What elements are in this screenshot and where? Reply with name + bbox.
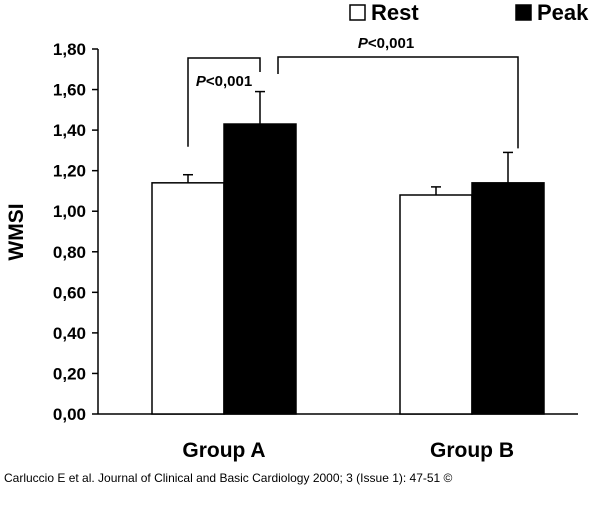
bar-peak-0 bbox=[223, 123, 297, 415]
y-tick-label: 0,80 bbox=[53, 243, 86, 262]
y-tick-label: 0,20 bbox=[53, 364, 86, 383]
y-tick-label: 1,40 bbox=[53, 121, 86, 140]
legend-label-peak: Peak bbox=[537, 0, 589, 25]
p-value-label: P<0,001 bbox=[358, 35, 414, 52]
significance-bracket-group-a bbox=[187, 57, 261, 147]
category-label: Group A bbox=[182, 439, 265, 462]
x-axis-categories: Group A Group B bbox=[182, 439, 514, 462]
legend-swatch-peak bbox=[515, 4, 532, 21]
p-value-label: P<0,001 bbox=[196, 73, 252, 90]
error-bars bbox=[183, 90, 513, 195]
y-tick-label: 1,00 bbox=[53, 202, 86, 221]
y-axis-title: WMSI bbox=[5, 203, 28, 260]
category-label: Group B bbox=[430, 439, 514, 462]
bar-rest-1 bbox=[399, 194, 473, 415]
bars bbox=[151, 123, 545, 415]
bar-rest-0 bbox=[151, 182, 225, 415]
y-tick-label: 0,60 bbox=[53, 283, 86, 302]
y-tick-label: 1,60 bbox=[53, 81, 86, 100]
legend-swatch-rest bbox=[349, 4, 366, 21]
p-symbol: P bbox=[358, 35, 369, 52]
y-tick-label: 1,20 bbox=[53, 162, 86, 181]
y-tick-label: 1,80 bbox=[53, 40, 86, 59]
legend: Rest Peak bbox=[349, 0, 589, 25]
source-caption: Carluccio E et al. Journal of Clinical a… bbox=[4, 471, 453, 485]
legend-label-rest: Rest bbox=[371, 0, 419, 25]
y-tick-label: 0,40 bbox=[53, 324, 86, 343]
y-axis-ticks: 0,00 0,20 0,40 0,60 0,80 1,00 1,20 1,40 1,60 1,80 bbox=[53, 40, 98, 424]
y-tick-label: 0,00 bbox=[53, 405, 86, 424]
significance-bracket-group-b bbox=[277, 56, 519, 149]
p-value-text: <0,001 bbox=[368, 35, 414, 52]
p-value-text: <0,001 bbox=[206, 73, 252, 90]
p-symbol: P bbox=[196, 73, 207, 90]
bar-peak-1 bbox=[471, 182, 545, 415]
